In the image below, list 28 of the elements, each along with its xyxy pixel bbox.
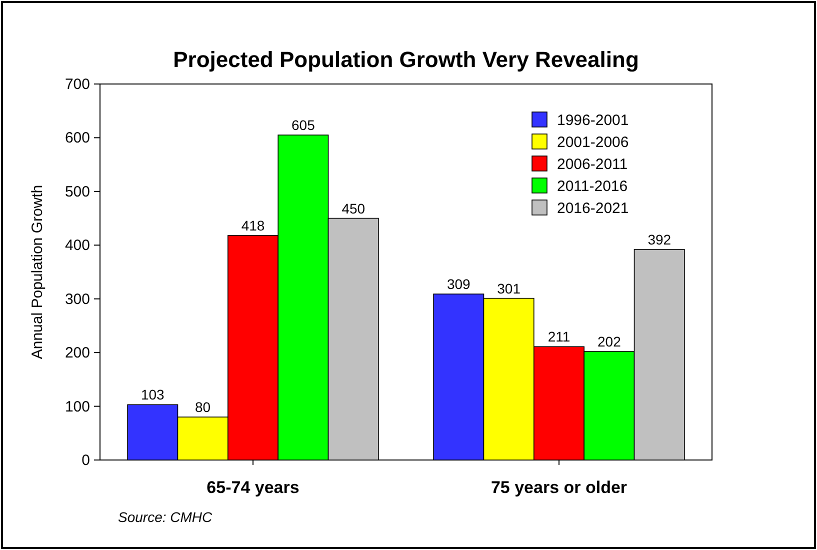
data-label: 392 [648, 231, 672, 248]
y-tick-label: 100 [64, 398, 90, 416]
data-label: 309 [446, 276, 471, 292]
data-label: 450 [342, 200, 366, 216]
data-label: 103 [140, 386, 165, 403]
y-axis-title: Annual Population Growth [29, 184, 46, 360]
data-label: 80 [195, 399, 211, 416]
data-label: 605 [292, 117, 316, 134]
y-tick-label: 0 [82, 452, 90, 469]
data-label: 418 [241, 217, 265, 234]
data-label: 301 [497, 280, 521, 296]
y-tick-label: 200 [64, 344, 90, 362]
y-tick-label: 300 [64, 290, 90, 308]
y-tick-label: 500 [64, 183, 90, 200]
x-tick-label: 75 years or older [490, 478, 628, 497]
legend-label: 2011-2016 [557, 178, 628, 195]
chart-title: Projected Population Growth Very Revealing [173, 47, 639, 72]
legend-label: 1996-2001 [557, 112, 629, 129]
source-note: Source: CMHC [118, 509, 214, 525]
y-tick-label: 400 [64, 237, 90, 254]
legend-label: 2016-2021 [557, 200, 629, 217]
legend-label: 2006-2011 [557, 156, 628, 173]
data-label: 211 [548, 328, 570, 345]
legend-label: 2001-2006 [557, 134, 629, 151]
y-tick-label: 700 [64, 76, 90, 93]
x-tick-label: 65-74 years [206, 478, 300, 497]
y-tick-label: 600 [64, 130, 90, 147]
data-label: 202 [598, 333, 622, 350]
